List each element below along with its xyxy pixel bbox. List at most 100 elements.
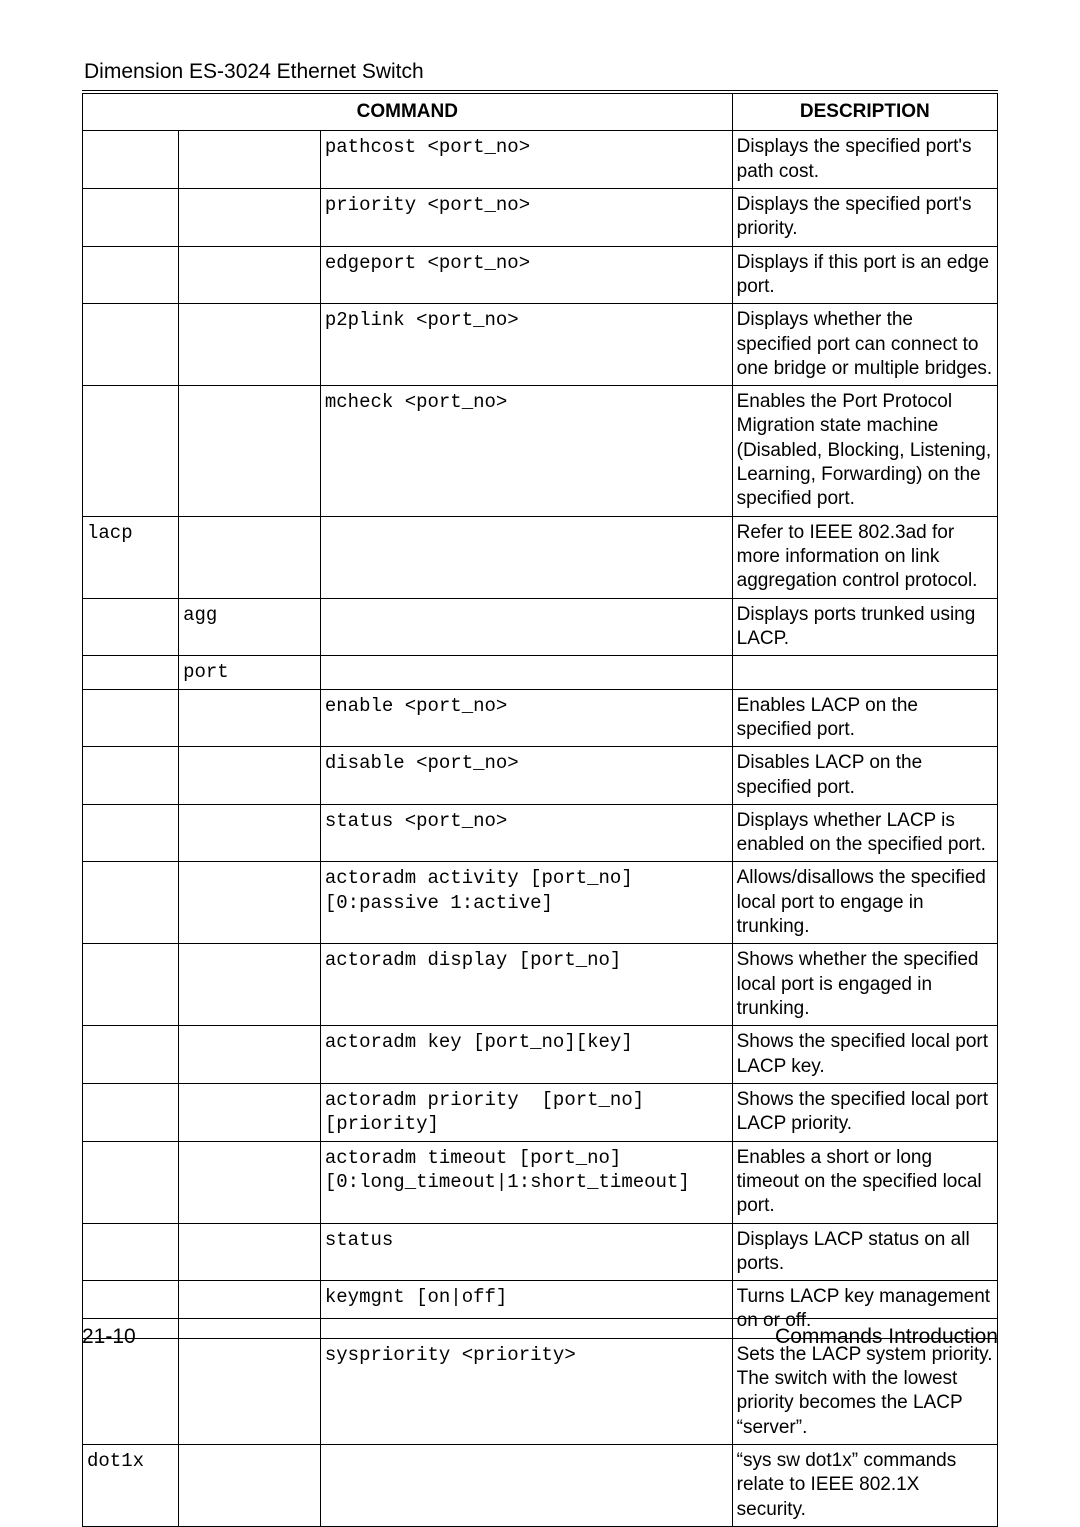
description-cell: Enables a short or long timeout on the s…	[732, 1141, 997, 1223]
command-col-1: lacp	[83, 516, 179, 598]
table-row: edgeport <port_no>Displays if this port …	[83, 246, 998, 304]
description-cell: Displays ports trunked using LACP.	[732, 598, 997, 656]
description-cell: Enables LACP on the specified port.	[732, 689, 997, 747]
command-col-3: syspriority <priority>	[320, 1338, 732, 1444]
command-col-2	[179, 188, 321, 246]
header-command: COMMAND	[83, 94, 733, 131]
command-col-1	[83, 1223, 179, 1281]
command-col-3: status <port_no>	[320, 804, 732, 862]
command-col-1	[83, 747, 179, 805]
table-row: agg Displays ports trunked using LACP.	[83, 598, 998, 656]
page-footer: 21-10 Commands Introduction	[82, 1318, 998, 1349]
page: Dimension ES-3024 Ethernet Switch COMMAN…	[0, 0, 1080, 1397]
description-cell: Displays whether LACP is enabled on the …	[732, 804, 997, 862]
command-col-1	[83, 944, 179, 1026]
description-cell: Displays whether the specified port can …	[732, 304, 997, 386]
command-col-2	[179, 516, 321, 598]
table-row: actoradm timeout [port_no] [0:long_timeo…	[83, 1141, 998, 1223]
command-col-1	[83, 862, 179, 944]
description-cell: Enables the Port Protocol Migration stat…	[732, 386, 997, 517]
table-row: port	[83, 656, 998, 689]
command-col-3: mcheck <port_no>	[320, 386, 732, 517]
command-col-1	[83, 246, 179, 304]
command-col-2: port	[179, 656, 321, 689]
description-cell: Disables LACP on the specified port.	[732, 747, 997, 805]
command-col-1	[83, 656, 179, 689]
footer-rule	[82, 1318, 998, 1319]
table-row: actoradm activity [port_no] [0:passive 1…	[83, 862, 998, 944]
command-col-1	[83, 689, 179, 747]
header-description: DESCRIPTION	[732, 94, 997, 131]
command-col-1	[83, 386, 179, 517]
command-col-3: actoradm key [port_no][key]	[320, 1026, 732, 1084]
footer-row: 21-10 Commands Introduction	[82, 1325, 998, 1349]
command-table: COMMAND DESCRIPTION pathcost <port_no>Di…	[82, 93, 998, 1527]
command-col-3	[320, 656, 732, 689]
description-cell: Displays the specified port's path cost.	[732, 131, 997, 189]
document-title: Dimension ES-3024 Ethernet Switch	[82, 60, 998, 84]
command-col-3: priority <port_no>	[320, 188, 732, 246]
command-col-1: dot1x	[83, 1445, 179, 1527]
table-row: actoradm key [port_no][key]Shows the spe…	[83, 1026, 998, 1084]
description-cell: Displays the specified port's priority.	[732, 188, 997, 246]
table-row: statusDisplays LACP status on all ports.	[83, 1223, 998, 1281]
command-col-1	[83, 1141, 179, 1223]
command-col-2	[179, 804, 321, 862]
command-col-3: edgeport <port_no>	[320, 246, 732, 304]
command-col-2	[179, 1141, 321, 1223]
command-col-2	[179, 131, 321, 189]
command-col-3: actoradm timeout [port_no] [0:long_timeo…	[320, 1141, 732, 1223]
table-row: actoradm display [port_no]Shows whether …	[83, 944, 998, 1026]
command-col-1	[83, 1083, 179, 1141]
command-col-3: enable <port_no>	[320, 689, 732, 747]
command-col-3	[320, 516, 732, 598]
command-col-1	[83, 598, 179, 656]
command-col-2	[179, 944, 321, 1026]
page-number: 21-10	[82, 1325, 136, 1349]
command-col-2	[179, 386, 321, 517]
table-row: actoradm priority [port_no] [priority]Sh…	[83, 1083, 998, 1141]
command-col-2	[179, 1445, 321, 1527]
table-row: dot1x “sys sw dot1x” commands relate to I…	[83, 1445, 998, 1527]
command-col-1	[83, 1338, 179, 1444]
command-col-2	[179, 1223, 321, 1281]
table-row: pathcost <port_no>Displays the specified…	[83, 131, 998, 189]
command-col-1	[83, 188, 179, 246]
command-col-2	[179, 747, 321, 805]
command-col-2	[179, 1338, 321, 1444]
command-col-1	[83, 804, 179, 862]
description-cell: Allows/disallows the specified local por…	[732, 862, 997, 944]
table-header-row: COMMAND DESCRIPTION	[83, 94, 998, 131]
description-cell: Shows the specified local port LACP key.	[732, 1026, 997, 1084]
command-col-1	[83, 131, 179, 189]
table-row: lacp Refer to IEEE 802.3ad for more infor…	[83, 516, 998, 598]
command-col-3	[320, 598, 732, 656]
description-cell: Sets the LACP system priority. The switc…	[732, 1338, 997, 1444]
description-cell: “sys sw dot1x” commands relate to IEEE 8…	[732, 1445, 997, 1527]
command-col-2: agg	[179, 598, 321, 656]
description-cell: Displays LACP status on all ports.	[732, 1223, 997, 1281]
command-col-3: status	[320, 1223, 732, 1281]
command-col-3: actoradm priority [port_no] [priority]	[320, 1083, 732, 1141]
command-col-3: actoradm display [port_no]	[320, 944, 732, 1026]
description-cell: Shows the specified local port LACP prio…	[732, 1083, 997, 1141]
command-col-3: pathcost <port_no>	[320, 131, 732, 189]
table-row: disable <port_no>Disables LACP on the sp…	[83, 747, 998, 805]
table-row: priority <port_no>Displays the specified…	[83, 188, 998, 246]
section-title: Commands Introduction	[775, 1325, 998, 1349]
description-cell	[732, 656, 997, 689]
command-col-1	[83, 304, 179, 386]
table-row: status <port_no>Displays whether LACP is…	[83, 804, 998, 862]
table-row: p2plink <port_no>Displays whether the sp…	[83, 304, 998, 386]
description-cell: Shows whether the specified local port i…	[732, 944, 997, 1026]
command-col-3: disable <port_no>	[320, 747, 732, 805]
description-cell: Displays if this port is an edge port.	[732, 246, 997, 304]
command-col-3: actoradm activity [port_no] [0:passive 1…	[320, 862, 732, 944]
table-row: enable <port_no>Enables LACP on the spec…	[83, 689, 998, 747]
command-col-2	[179, 1083, 321, 1141]
table-row: syspriority <priority>Sets the LACP syst…	[83, 1338, 998, 1444]
title-rule	[82, 90, 998, 91]
command-col-2	[179, 862, 321, 944]
description-cell: Refer to IEEE 802.3ad for more informati…	[732, 516, 997, 598]
command-col-3	[320, 1445, 732, 1527]
